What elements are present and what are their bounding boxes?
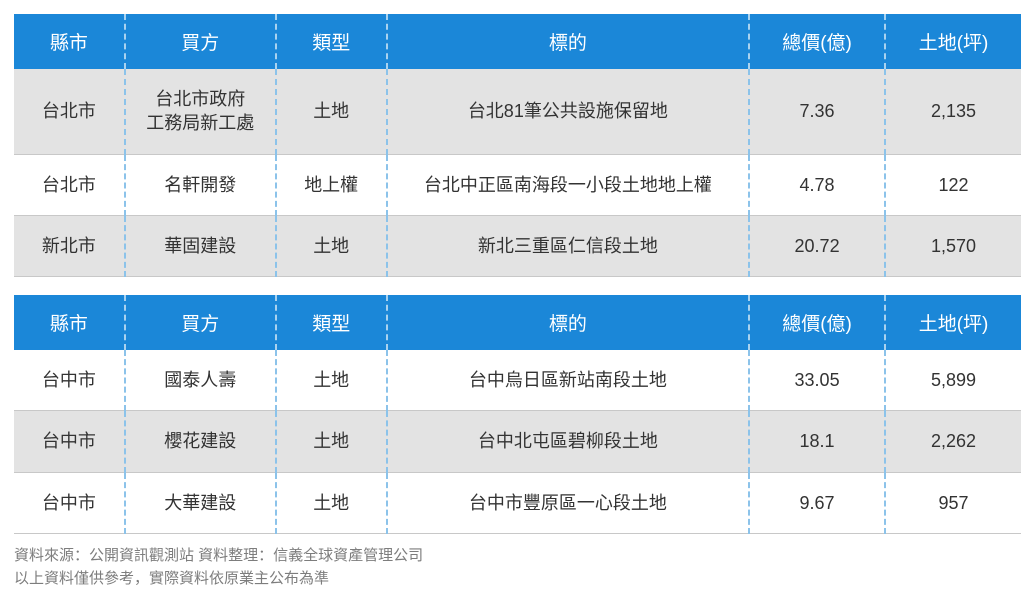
table-row: 台中市 櫻花建設 土地 台中北屯區碧柳段土地 18.1 2,262 [14, 411, 1021, 472]
cell-type: 土地 [276, 69, 387, 154]
cell-price: 7.36 [749, 69, 885, 154]
transactions-table-north: 縣市 買方 類型 標的 總價(億) 土地(坪) 台北市 台北市政府工務局新工處 … [14, 14, 1021, 277]
col-header-type: 類型 [276, 14, 387, 69]
cell-city: 新北市 [14, 215, 125, 276]
col-header-target: 標的 [387, 295, 750, 350]
col-header-price: 總價(億) [749, 14, 885, 69]
cell-city: 台中市 [14, 472, 125, 533]
cell-city: 台北市 [14, 69, 125, 154]
col-header-city: 縣市 [14, 14, 125, 69]
col-header-type: 類型 [276, 295, 387, 350]
cell-city: 台中市 [14, 350, 125, 411]
cell-city: 台北市 [14, 154, 125, 215]
cell-target: 新北三重區仁信段土地 [387, 215, 750, 276]
cell-land: 1,570 [885, 215, 1021, 276]
table-header-row: 縣市 買方 類型 標的 總價(億) 土地(坪) [14, 295, 1021, 350]
cell-price: 33.05 [749, 350, 885, 411]
cell-type: 土地 [276, 350, 387, 411]
cell-type: 地上權 [276, 154, 387, 215]
cell-type: 土地 [276, 472, 387, 533]
cell-price: 20.72 [749, 215, 885, 276]
table-row: 新北市 華固建設 土地 新北三重區仁信段土地 20.72 1,570 [14, 215, 1021, 276]
transactions-table-central: 縣市 買方 類型 標的 總價(億) 土地(坪) 台中市 國泰人壽 土地 台中烏日… [14, 295, 1021, 534]
cell-land: 122 [885, 154, 1021, 215]
cell-type: 土地 [276, 215, 387, 276]
table-row: 台中市 國泰人壽 土地 台中烏日區新站南段土地 33.05 5,899 [14, 350, 1021, 411]
col-header-land: 土地(坪) [885, 295, 1021, 350]
cell-city: 台中市 [14, 411, 125, 472]
cell-price: 4.78 [749, 154, 885, 215]
col-header-price: 總價(億) [749, 295, 885, 350]
cell-target: 台中市豐原區一心段土地 [387, 472, 750, 533]
cell-land: 5,899 [885, 350, 1021, 411]
table-row: 台北市 台北市政府工務局新工處 土地 台北81筆公共設施保留地 7.36 2,1… [14, 69, 1021, 154]
cell-land: 2,135 [885, 69, 1021, 154]
cell-target: 台中烏日區新站南段土地 [387, 350, 750, 411]
table-header-row: 縣市 買方 類型 標的 總價(億) 土地(坪) [14, 14, 1021, 69]
cell-buyer: 名軒開發 [125, 154, 276, 215]
cell-target: 台北81筆公共設施保留地 [387, 69, 750, 154]
footnote-disclaimer: 以上資料僅供參考，實際資料依原業主公布為準 [14, 567, 1021, 590]
cell-price: 18.1 [749, 411, 885, 472]
cell-buyer: 台北市政府工務局新工處 [125, 69, 276, 154]
cell-land: 2,262 [885, 411, 1021, 472]
footnote-source: 資料來源：公開資訊觀測站 資料整理：信義全球資產管理公司 [14, 544, 1021, 567]
cell-target: 台北中正區南海段一小段土地地上權 [387, 154, 750, 215]
cell-type: 土地 [276, 411, 387, 472]
cell-buyer: 大華建設 [125, 472, 276, 533]
footnotes: 資料來源：公開資訊觀測站 資料整理：信義全球資產管理公司 以上資料僅供參考，實際… [14, 544, 1021, 591]
cell-buyer: 櫻花建設 [125, 411, 276, 472]
cell-buyer: 華固建設 [125, 215, 276, 276]
col-header-target: 標的 [387, 14, 750, 69]
col-header-buyer: 買方 [125, 295, 276, 350]
col-header-city: 縣市 [14, 295, 125, 350]
cell-land: 957 [885, 472, 1021, 533]
col-header-land: 土地(坪) [885, 14, 1021, 69]
cell-price: 9.67 [749, 472, 885, 533]
cell-target: 台中北屯區碧柳段土地 [387, 411, 750, 472]
table-row: 台北市 名軒開發 地上權 台北中正區南海段一小段土地地上權 4.78 122 [14, 154, 1021, 215]
col-header-buyer: 買方 [125, 14, 276, 69]
table-row: 台中市 大華建設 土地 台中市豐原區一心段土地 9.67 957 [14, 472, 1021, 533]
cell-buyer: 國泰人壽 [125, 350, 276, 411]
